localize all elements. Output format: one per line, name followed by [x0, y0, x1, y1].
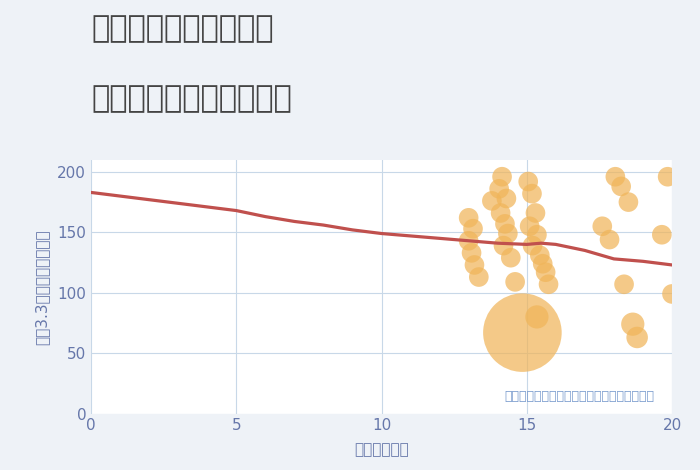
Point: [498, 242, 509, 250]
Point: [494, 185, 505, 193]
Point: [537, 260, 548, 267]
Y-axis label: 坪（3.3㎡）単価（万円）: 坪（3.3㎡）単価（万円）: [34, 229, 49, 345]
Point: [526, 190, 538, 197]
Point: [534, 251, 545, 259]
Point: [631, 334, 643, 341]
Point: [540, 268, 551, 276]
Point: [666, 290, 678, 298]
Point: [531, 313, 542, 321]
Point: [463, 237, 475, 244]
Point: [523, 178, 534, 185]
Point: [530, 209, 541, 217]
Point: [610, 173, 621, 180]
Point: [531, 231, 542, 238]
Point: [503, 230, 514, 237]
Point: [486, 197, 498, 204]
Text: 兵庫県西宮市大森町の: 兵庫県西宮市大森町の: [91, 14, 274, 43]
Point: [619, 281, 630, 288]
Point: [543, 281, 554, 288]
Point: [466, 249, 477, 257]
Point: [469, 261, 480, 269]
Point: [604, 236, 615, 243]
Point: [615, 183, 626, 190]
Point: [623, 198, 634, 206]
Point: [662, 173, 673, 180]
Point: [527, 242, 538, 250]
Point: [517, 329, 528, 337]
X-axis label: 駅距離（分）: 駅距離（分）: [354, 442, 409, 457]
Point: [463, 214, 475, 221]
Point: [499, 220, 510, 227]
Point: [495, 209, 506, 217]
Point: [496, 173, 507, 180]
Point: [596, 222, 608, 230]
Point: [510, 278, 521, 286]
Point: [627, 321, 638, 328]
Point: [524, 222, 536, 230]
Point: [505, 254, 517, 261]
Point: [468, 225, 479, 233]
Point: [500, 195, 512, 202]
Text: 駅距離別中古戸建て価格: 駅距離別中古戸建て価格: [91, 85, 292, 114]
Point: [473, 273, 484, 281]
Point: [656, 231, 667, 238]
Text: 円の大きさは、取引のあった物件面積を示す: 円の大きさは、取引のあった物件面積を示す: [505, 391, 654, 403]
